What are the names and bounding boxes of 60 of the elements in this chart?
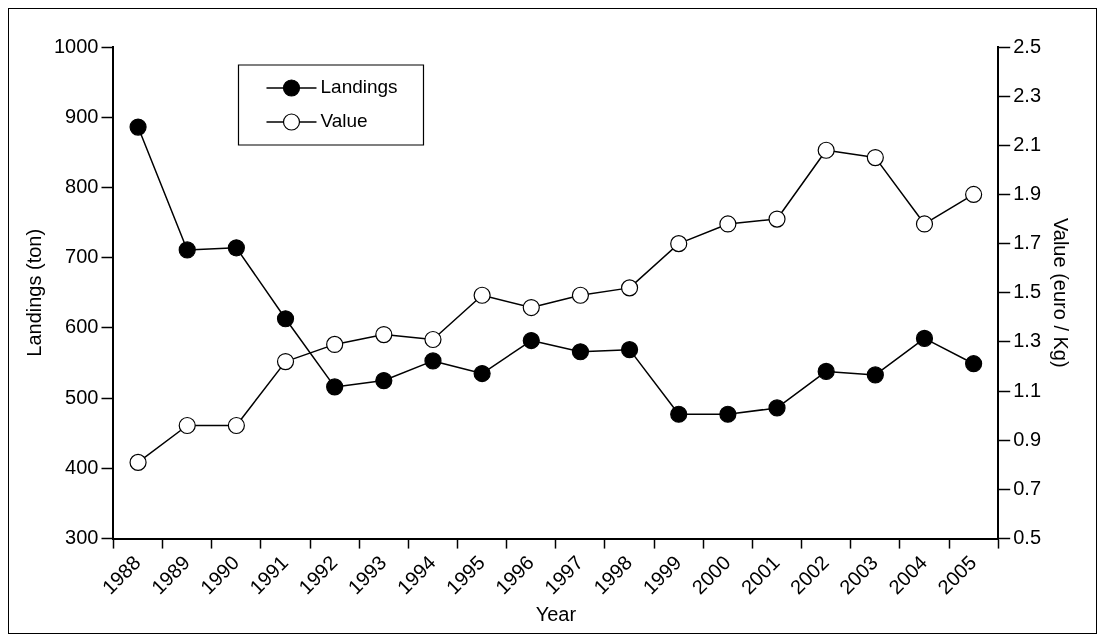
point bbox=[375, 325, 393, 344]
y-tick-label: 1000 bbox=[53, 34, 99, 57]
y2-tick-label: 1.1 bbox=[1013, 378, 1042, 401]
point bbox=[326, 378, 344, 396]
point bbox=[866, 366, 884, 384]
point bbox=[424, 352, 442, 370]
point bbox=[522, 298, 540, 317]
point bbox=[276, 310, 295, 328]
legend-label: Value bbox=[320, 110, 368, 132]
point bbox=[768, 399, 786, 417]
y-tick-label: 700 bbox=[65, 245, 99, 268]
point bbox=[768, 210, 786, 228]
y2-tick-label: 0.9 bbox=[1013, 427, 1042, 450]
point bbox=[817, 141, 835, 159]
point bbox=[326, 335, 344, 353]
y2-tick-label: 2.1 bbox=[1013, 132, 1042, 155]
point bbox=[817, 362, 835, 381]
point bbox=[522, 331, 540, 350]
point bbox=[375, 371, 393, 390]
point bbox=[129, 118, 147, 136]
point bbox=[670, 405, 688, 423]
y2-tick-label: 1.9 bbox=[1013, 181, 1042, 204]
y2-tick-label: 2.5 bbox=[1013, 34, 1042, 57]
point bbox=[915, 215, 934, 233]
point bbox=[670, 235, 688, 253]
point bbox=[178, 241, 196, 259]
y-tick-label: 600 bbox=[65, 315, 99, 338]
point bbox=[571, 286, 590, 304]
point bbox=[719, 405, 737, 423]
y2-tick-label: 1.5 bbox=[1013, 280, 1042, 303]
point bbox=[178, 416, 196, 435]
point bbox=[866, 149, 884, 167]
point bbox=[129, 453, 147, 471]
point bbox=[473, 286, 491, 304]
y-tick-label: 800 bbox=[65, 174, 99, 197]
point bbox=[719, 215, 737, 233]
legend-label: Landings bbox=[320, 76, 398, 98]
point bbox=[473, 364, 491, 383]
y-tick-label: 900 bbox=[65, 104, 99, 127]
point bbox=[965, 355, 983, 373]
y2-tick-label: 1.3 bbox=[1013, 329, 1042, 352]
y2-tick-label: 2.3 bbox=[1013, 83, 1042, 106]
y-tick-label: 500 bbox=[65, 385, 99, 408]
point bbox=[620, 341, 639, 359]
y2-tick-label: 0.7 bbox=[1013, 476, 1042, 499]
point bbox=[620, 279, 639, 297]
point bbox=[276, 353, 295, 371]
point bbox=[571, 343, 590, 361]
point bbox=[965, 185, 983, 204]
point bbox=[915, 329, 934, 348]
x-axis-title: Year bbox=[535, 602, 577, 625]
point bbox=[424, 330, 442, 349]
y2-axis-title: Value (euro / Kg) bbox=[1050, 217, 1073, 368]
y2-tick-label: 0.5 bbox=[1013, 526, 1042, 549]
y-tick-label: 400 bbox=[65, 455, 99, 478]
point bbox=[227, 239, 245, 257]
point bbox=[227, 416, 245, 435]
y-tick-label: 300 bbox=[65, 526, 99, 549]
y-axis-title: Landings (ton) bbox=[22, 228, 45, 357]
y2-tick-label: 1.7 bbox=[1013, 231, 1042, 254]
